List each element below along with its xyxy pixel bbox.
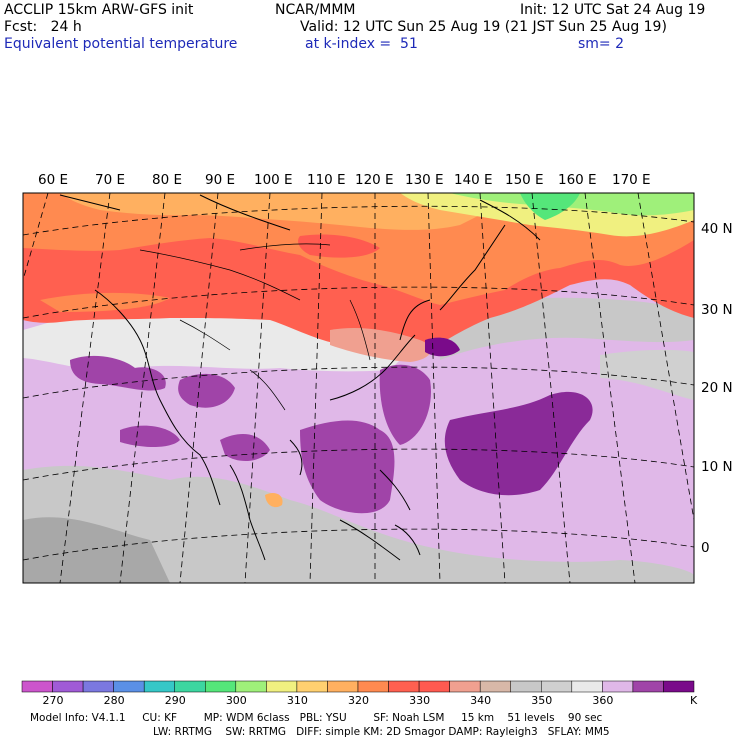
longitude-label: 130 E (405, 172, 444, 188)
colorbar-swatch (266, 680, 298, 693)
field-name: Equivalent potential temperature (4, 36, 238, 52)
latitude-label: 10 N (701, 459, 733, 475)
smoothing-label: sm= 2 (578, 36, 625, 52)
colorbar-tick-label: 340 (470, 694, 492, 707)
longitude-label: 150 E (505, 172, 544, 188)
colorbar-tick-label: 360 (592, 694, 614, 707)
colorbar-swatch (632, 680, 664, 693)
colorbar-swatch (21, 680, 53, 693)
latitude-label: 0 (701, 540, 710, 556)
colorbar-swatch (418, 680, 450, 693)
colorbar-swatch (510, 680, 542, 693)
latitude-label: 40 N (701, 221, 733, 237)
model-title: ACCLIP 15km ARW-GFS init (4, 2, 194, 18)
valid-time: Valid: 12 UTC Sun 25 Aug 19 (21 JST Sun … (300, 19, 667, 35)
colorbar-tick-label: 350 (531, 694, 553, 707)
latitude-label: 30 N (701, 302, 733, 318)
init-time: Init: 12 UTC Sat 24 Aug 19 (520, 2, 706, 18)
colorbar-swatch (82, 680, 114, 693)
colorbar-swatch (174, 680, 206, 693)
latitude-label: 20 N (701, 380, 733, 396)
level-label: at k-index = 51 (305, 36, 418, 52)
longitude-label: 60 E (38, 172, 68, 188)
longitude-label: 100 E (254, 172, 293, 188)
colorbar-swatch (479, 680, 511, 693)
colorbar-swatch (602, 680, 634, 693)
longitude-label: 170 E (612, 172, 651, 188)
colorbar-swatch (113, 680, 145, 693)
colorbar (21, 680, 695, 693)
model-info-line1: Model Info: V4.1.1 CU: KF MP: WDM 6class… (30, 712, 603, 724)
longitude-label: 110 E (307, 172, 346, 188)
longitude-label: 90 E (205, 172, 235, 188)
longitude-label: 80 E (152, 172, 182, 188)
colorbar-tick-label: 280 (103, 694, 125, 707)
colorbar-tick-label: 270 (42, 694, 64, 707)
map-field (23, 193, 694, 583)
longitude-label: 120 E (355, 172, 394, 188)
longitude-label: 160 E (558, 172, 597, 188)
longitude-label: 70 E (95, 172, 125, 188)
colorbar-tick-label: 320 (348, 694, 369, 707)
colorbar-swatch (235, 680, 267, 693)
colorbar-tick-label: 300 (225, 694, 247, 707)
colorbar-swatch (449, 680, 481, 693)
colorbar-swatch (541, 680, 573, 693)
organization-label: NCAR/MMM (275, 2, 356, 18)
colorbar-swatch (663, 680, 695, 693)
colorbar-tick-label: 330 (409, 694, 431, 707)
colorbar-swatch (327, 680, 359, 693)
longitude-label: 140 E (454, 172, 493, 188)
colorbar-swatch (571, 680, 603, 693)
colorbar-swatch (52, 680, 84, 693)
colorbar-tick-label: 290 (164, 694, 186, 707)
model-info-line2: LW: RRTMG SW: RRTMG DIFF: simple KM: 2D … (153, 726, 610, 738)
colorbar-swatch (296, 680, 328, 693)
colorbar-swatch (357, 680, 389, 693)
colorbar-swatch (205, 680, 237, 693)
colorbar-unit: K (690, 694, 698, 707)
colorbar-swatch (143, 680, 175, 693)
colorbar-tick-label: 310 (286, 694, 308, 707)
forecast-hour: Fcst: 24 h (4, 19, 82, 35)
colorbar-swatch (388, 680, 420, 693)
